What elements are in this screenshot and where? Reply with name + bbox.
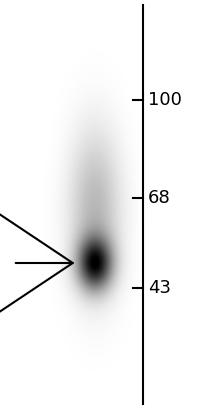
Text: 100: 100 xyxy=(148,91,182,109)
Text: 68: 68 xyxy=(148,189,171,207)
Text: 43: 43 xyxy=(148,279,171,297)
